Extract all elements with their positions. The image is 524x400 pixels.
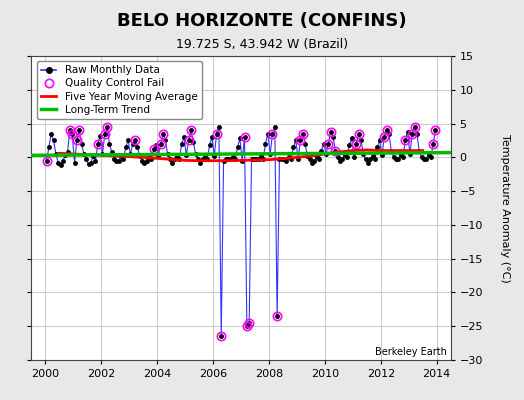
Text: BELO HORIZONTE (CONFINS): BELO HORIZONTE (CONFINS): [117, 12, 407, 30]
Legend: Raw Monthly Data, Quality Control Fail, Five Year Moving Average, Long-Term Tren: Raw Monthly Data, Quality Control Fail, …: [37, 61, 202, 119]
Text: 19.725 S, 43.942 W (Brazil): 19.725 S, 43.942 W (Brazil): [176, 38, 348, 51]
Y-axis label: Temperature Anomaly (°C): Temperature Anomaly (°C): [500, 134, 510, 282]
Text: Berkeley Earth: Berkeley Earth: [375, 347, 446, 357]
